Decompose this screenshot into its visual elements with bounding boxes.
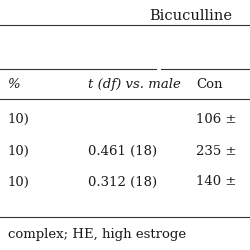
Text: complex; HE, high estroge: complex; HE, high estroge [8, 227, 185, 240]
Text: 106 ±: 106 ± [195, 112, 235, 125]
Text: 140 ±: 140 ± [195, 175, 235, 188]
Text: 10): 10) [8, 145, 29, 158]
Text: Con: Con [195, 77, 222, 90]
Text: 0.312 (18): 0.312 (18) [88, 175, 156, 188]
Text: 0.461 (18): 0.461 (18) [88, 145, 156, 158]
Text: 10): 10) [8, 175, 29, 188]
Text: 235 ±: 235 ± [195, 145, 235, 158]
Text: %: % [8, 77, 20, 90]
Text: 10): 10) [8, 112, 29, 125]
Text: Bicuculline: Bicuculline [149, 9, 231, 23]
Text: t (df) vs. male: t (df) vs. male [88, 77, 180, 90]
